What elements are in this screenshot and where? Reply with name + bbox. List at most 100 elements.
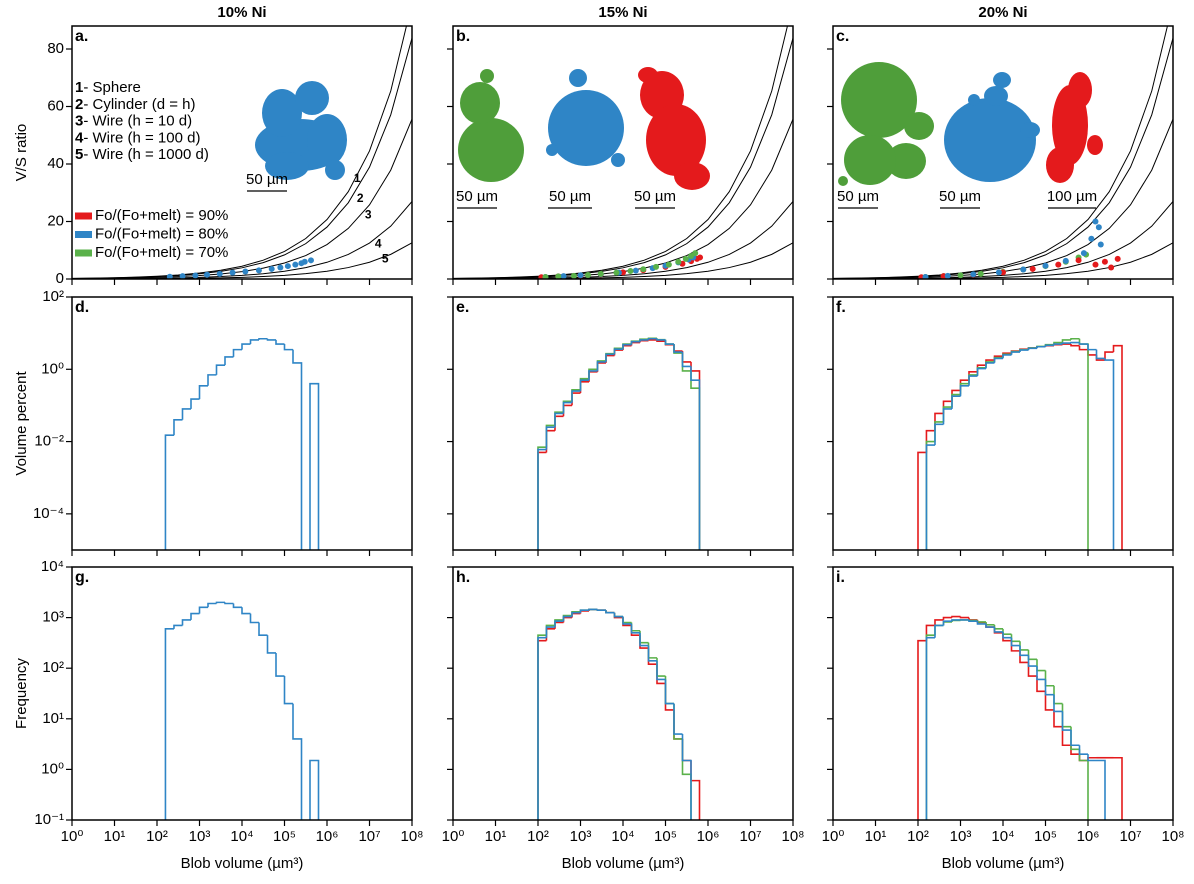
scatter-point [597, 270, 604, 277]
scale-bar-label: 50 µm [549, 188, 591, 205]
legend-swatch [75, 212, 92, 220]
histogram-step [1053, 709, 1063, 728]
histogram-step [647, 645, 657, 662]
histogram-step [545, 426, 555, 450]
histogram-step [1087, 754, 1097, 762]
plot-frame [71, 25, 413, 280]
histogram-step [1019, 349, 1029, 353]
blob-render [886, 143, 926, 179]
histogram-step [537, 634, 547, 820]
plot-area [537, 608, 701, 820]
histogram-step [985, 621, 995, 626]
histogram-step [207, 602, 217, 608]
histogram-step [934, 423, 944, 446]
histogram-step [976, 620, 986, 623]
blob-render [984, 86, 1008, 106]
histogram-step [173, 419, 183, 436]
blob-render [944, 98, 1036, 182]
histogram-step [1104, 351, 1114, 361]
histogram-step [959, 384, 970, 397]
scatter-point [192, 272, 199, 279]
histogram-step [190, 612, 200, 620]
histogram-step [1027, 662, 1037, 677]
histogram-step [545, 424, 555, 448]
scatter-point [1080, 250, 1087, 257]
scatter-point [1114, 255, 1121, 262]
scatter-point [944, 272, 951, 279]
histogram-step [993, 627, 1003, 633]
histogram-step [241, 607, 251, 615]
histogram-step [647, 337, 657, 340]
blob-render [838, 176, 848, 186]
histogram-step [934, 624, 944, 636]
scatter-point [957, 272, 964, 279]
histogram-step [588, 608, 598, 611]
plot-frame [832, 296, 1174, 551]
x-tick-label: 10⁵ [273, 828, 296, 845]
histogram-step [656, 660, 666, 681]
histogram-step [605, 610, 615, 614]
histogram-step [537, 446, 547, 550]
blob-render [841, 62, 917, 138]
shape-legend-text: - Wire (h = 10 d) [83, 113, 192, 130]
histogram-step [562, 401, 573, 414]
histogram-step [164, 628, 174, 820]
histogram-step [562, 404, 573, 417]
blob-render [460, 82, 500, 124]
panel-label: h. [456, 569, 470, 586]
y-tick-label: 20 [47, 212, 64, 229]
histogram-step [1112, 344, 1123, 550]
histogram-step [1044, 679, 1054, 696]
histogram-step [613, 348, 623, 355]
scatter-point [268, 265, 275, 272]
histogram-step [1095, 349, 1105, 360]
histogram-step [976, 367, 986, 377]
histogram-step [266, 338, 276, 341]
x-tick-label: 10⁷ [358, 828, 380, 845]
plot-frame [452, 296, 794, 551]
shape-curve [453, 201, 793, 279]
curve-label: 3 [365, 208, 372, 222]
shape-legend-key: 4 [75, 129, 84, 146]
histogram-step [1019, 645, 1029, 657]
histogram-step [951, 615, 961, 618]
histogram-step [309, 759, 320, 820]
scatter-point [216, 270, 223, 277]
histogram-step [681, 734, 692, 820]
plot-frame [452, 25, 794, 280]
legend-label: Fo/(Fo+melt) = 80% [95, 225, 228, 242]
scatter-point [307, 257, 314, 264]
y-tick-label: 10² [42, 288, 64, 305]
histogram-step [639, 632, 649, 647]
histogram-step [690, 370, 701, 550]
histogram-step [613, 349, 623, 356]
y-axis-label: V/S ratio [13, 124, 30, 182]
curve-label: 5 [382, 252, 389, 266]
shape-legend-entry: 1- Sphere [75, 79, 141, 96]
histogram-step [1113, 756, 1123, 820]
histogram-step [639, 630, 649, 644]
histogram-step [1036, 345, 1046, 349]
histogram-step [1053, 343, 1063, 346]
y-tick-label: 10³ [42, 609, 64, 626]
plot-area [917, 337, 1123, 550]
scatter-point [613, 269, 620, 276]
histogram-step [681, 738, 691, 762]
y-tick-label: 10⁴ [41, 558, 64, 575]
histogram-step [241, 343, 251, 350]
histogram-step [537, 448, 547, 550]
histogram-step [673, 703, 683, 735]
scale-bar-label: 50 µm [246, 171, 288, 188]
scatter-point [584, 271, 591, 278]
x-axis-label: Blob volume (µm³) [562, 855, 685, 872]
histogram-step [1053, 694, 1063, 713]
x-tick-label: 10⁷ [739, 828, 761, 845]
histogram-step [1078, 345, 1088, 351]
plot-frame [71, 566, 413, 821]
histogram-step [224, 356, 234, 366]
scale-bar-label: 100 µm [1047, 188, 1097, 205]
histogram-step [1044, 691, 1054, 711]
histogram-step [1104, 358, 1115, 550]
panel-label: e. [456, 299, 469, 316]
histogram-step [664, 683, 674, 711]
